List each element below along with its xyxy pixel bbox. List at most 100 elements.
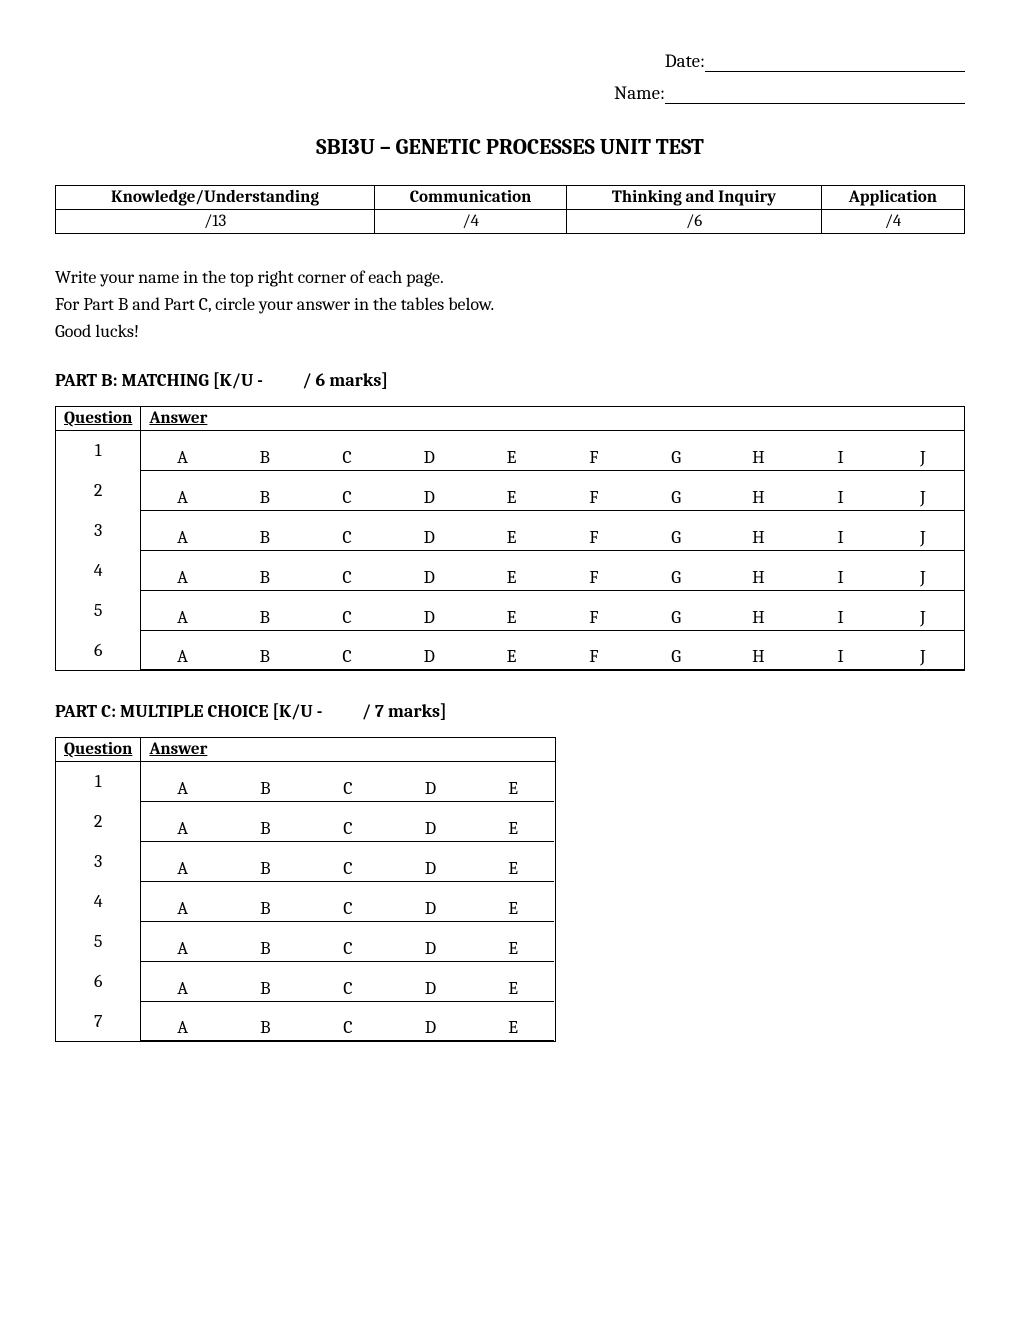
answer-option[interactable]: G (635, 527, 717, 551)
answer-option[interactable]: B (224, 607, 306, 631)
answer-option[interactable]: C (307, 938, 390, 962)
answer-option[interactable]: D (389, 858, 472, 882)
date-input-line[interactable] (705, 71, 965, 72)
answer-option[interactable]: A (141, 567, 223, 591)
answer-option[interactable]: J (882, 567, 964, 591)
answer-option[interactable]: I (799, 487, 881, 511)
answer-option[interactable]: B (224, 527, 306, 551)
answer-option[interactable]: A (141, 646, 223, 670)
answer-option[interactable]: G (635, 646, 717, 670)
answer-option[interactable]: F (553, 646, 635, 670)
answer-option[interactable]: I (799, 447, 881, 471)
answer-option[interactable]: D (388, 607, 470, 631)
answer-option[interactable]: C (306, 607, 388, 631)
answer-option[interactable]: D (389, 938, 472, 962)
answer-option[interactable]: D (388, 646, 470, 670)
answer-option[interactable]: C (307, 778, 390, 802)
answer-option[interactable]: D (388, 567, 470, 591)
answer-option[interactable]: B (224, 567, 306, 591)
answer-option[interactable]: I (799, 527, 881, 551)
answer-option[interactable]: B (224, 646, 306, 670)
answer-option[interactable]: H (717, 487, 799, 511)
answer-option[interactable]: G (635, 447, 717, 471)
part-b-answer-cell: ABCDEFGHIJ (141, 471, 965, 511)
answer-option[interactable]: D (389, 778, 472, 802)
answer-option[interactable]: A (141, 858, 224, 882)
answer-option[interactable]: I (799, 607, 881, 631)
part-c-question-number: 4 (56, 882, 141, 922)
answer-option[interactable]: F (553, 567, 635, 591)
answer-option[interactable]: B (224, 858, 307, 882)
answer-option[interactable]: D (388, 527, 470, 551)
answer-option[interactable]: A (141, 607, 223, 631)
answer-option[interactable]: F (553, 607, 635, 631)
answer-option[interactable]: A (141, 1017, 224, 1041)
answer-option[interactable]: B (224, 778, 307, 802)
answer-option[interactable]: G (635, 487, 717, 511)
answer-option[interactable]: G (635, 607, 717, 631)
answer-option[interactable]: J (882, 607, 964, 631)
answer-option[interactable]: D (388, 487, 470, 511)
answer-option[interactable]: A (141, 487, 223, 511)
part-b-answer-cell: ABCDEFGHIJ (141, 631, 965, 671)
answer-option[interactable]: E (472, 858, 555, 882)
answer-option[interactable]: C (306, 487, 388, 511)
answer-option[interactable]: C (307, 1017, 390, 1041)
answer-option[interactable]: H (717, 567, 799, 591)
answer-option[interactable]: E (470, 567, 552, 591)
answer-option[interactable]: D (389, 978, 472, 1002)
answer-option[interactable]: E (472, 978, 555, 1002)
answer-option[interactable]: F (553, 487, 635, 511)
answer-option[interactable]: A (141, 818, 224, 842)
answer-option[interactable]: C (306, 447, 388, 471)
answer-option[interactable]: D (389, 818, 472, 842)
answer-option[interactable]: E (472, 938, 555, 962)
answer-option[interactable]: A (141, 447, 223, 471)
answer-option[interactable]: C (306, 527, 388, 551)
answer-option[interactable]: E (470, 646, 552, 670)
answer-option[interactable]: B (224, 1017, 307, 1041)
answer-option[interactable]: F (553, 447, 635, 471)
answer-option[interactable]: E (470, 527, 552, 551)
answer-option[interactable]: D (388, 447, 470, 471)
answer-option[interactable]: B (224, 487, 306, 511)
answer-option[interactable]: C (306, 567, 388, 591)
answer-option[interactable]: J (882, 646, 964, 670)
answer-option[interactable]: A (141, 527, 223, 551)
answer-option[interactable]: B (224, 938, 307, 962)
answer-option[interactable]: C (307, 898, 390, 922)
answer-option[interactable]: A (141, 978, 224, 1002)
answer-option[interactable]: B (224, 898, 307, 922)
answer-option[interactable]: G (635, 567, 717, 591)
answer-option[interactable]: E (470, 487, 552, 511)
answer-option[interactable]: I (799, 567, 881, 591)
answer-option[interactable]: H (717, 646, 799, 670)
answer-option[interactable]: C (307, 978, 390, 1002)
answer-option[interactable]: C (307, 818, 390, 842)
answer-option[interactable]: B (224, 978, 307, 1002)
name-input-line[interactable] (665, 103, 965, 104)
answer-option[interactable]: I (799, 646, 881, 670)
answer-option[interactable]: H (717, 447, 799, 471)
answer-option[interactable]: E (472, 1017, 555, 1041)
answer-option[interactable]: B (224, 818, 307, 842)
answer-option[interactable]: F (553, 527, 635, 551)
answer-option[interactable]: H (717, 527, 799, 551)
answer-option[interactable]: J (882, 447, 964, 471)
answer-option[interactable]: E (472, 818, 555, 842)
answer-option[interactable]: H (717, 607, 799, 631)
answer-option[interactable]: E (470, 607, 552, 631)
answer-option[interactable]: C (306, 646, 388, 670)
answer-option[interactable]: E (472, 778, 555, 802)
answer-option[interactable]: E (470, 447, 552, 471)
answer-option[interactable]: B (224, 447, 306, 471)
answer-option[interactable]: C (307, 858, 390, 882)
answer-option[interactable]: D (389, 1017, 472, 1041)
answer-option[interactable]: D (389, 898, 472, 922)
answer-option[interactable]: A (141, 778, 224, 802)
answer-option[interactable]: A (141, 938, 224, 962)
answer-option[interactable]: J (882, 487, 964, 511)
answer-option[interactable]: A (141, 898, 224, 922)
answer-option[interactable]: E (472, 898, 555, 922)
answer-option[interactable]: J (882, 527, 964, 551)
